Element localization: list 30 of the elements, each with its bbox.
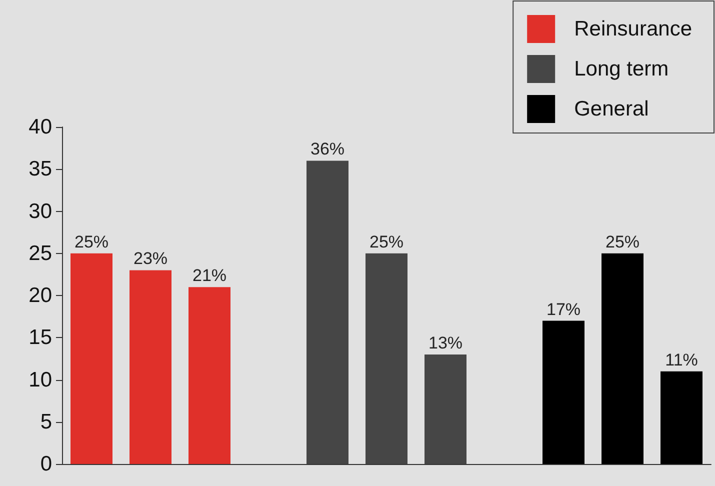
data-label: 11% bbox=[665, 350, 698, 370]
data-label: 36% bbox=[310, 140, 345, 159]
legend-label: Reinsurance bbox=[574, 18, 692, 40]
bar bbox=[602, 253, 644, 464]
y-tick-label: 30 bbox=[28, 200, 52, 223]
data-label: 23% bbox=[133, 249, 168, 268]
bar bbox=[70, 253, 112, 464]
y-tick-label: 15 bbox=[28, 326, 52, 350]
bar bbox=[366, 253, 408, 464]
bar bbox=[130, 270, 172, 464]
legend-label: Long term bbox=[574, 58, 669, 80]
y-tick-label: 40 bbox=[28, 116, 52, 138]
bar bbox=[306, 160, 348, 464]
y-tick-label: 5 bbox=[40, 410, 52, 434]
y-tick-label: 20 bbox=[28, 284, 52, 307]
bar bbox=[542, 320, 584, 464]
legend-label: General bbox=[574, 98, 649, 120]
y-tick-label: 10 bbox=[28, 368, 52, 392]
data-label: 25% bbox=[74, 232, 109, 252]
bar bbox=[424, 354, 466, 464]
y-tick-label: 25 bbox=[28, 242, 52, 265]
bar bbox=[660, 371, 702, 464]
data-label: 25% bbox=[605, 232, 640, 252]
bar bbox=[188, 287, 230, 464]
data-label: 13% bbox=[428, 333, 463, 352]
y-tick-label: 0 bbox=[40, 452, 52, 476]
y-tick-label: 35 bbox=[28, 158, 52, 181]
data-label: 25% bbox=[369, 232, 404, 252]
data-label: 17% bbox=[546, 300, 581, 319]
data-label: 21% bbox=[192, 266, 227, 286]
